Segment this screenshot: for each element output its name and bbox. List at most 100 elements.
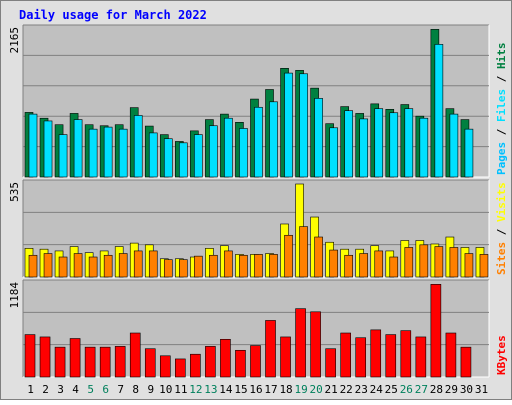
bar-hits-files-files-17: [269, 101, 278, 178]
x-axis-labels: 1 2 3 4 5 6 7 8 9 10 11 12 13 14 15 16 17 18 19 20 21 22 23 24 2…: [27, 383, 488, 396]
x-tick-label-17: 17: [264, 383, 277, 396]
legend-separator: /: [495, 222, 508, 242]
bar-visits-sites-sites-24: [374, 250, 384, 278]
bar-hits-files-files-16: [254, 106, 263, 178]
bar-hits-files-files-29: [449, 113, 459, 178]
bar-hits-files-files-23: [359, 118, 369, 178]
bar-kbytes-kbytes-11: [175, 358, 186, 378]
x-tick-label-26: 26: [400, 383, 413, 396]
bar-visits-sites-sites-5: [88, 256, 98, 278]
x-tick-label-24: 24: [370, 383, 384, 396]
x-tick-label-11: 11: [174, 383, 187, 396]
y-max-label-hits-files: 2165: [8, 27, 21, 54]
bar-visits-sites-sites-15: [239, 254, 248, 278]
bar-visits-sites-sites-3: [58, 256, 68, 278]
bar-hits-files-files-30: [464, 128, 474, 178]
y-max-label-kbytes: 1184: [8, 282, 21, 309]
x-tick-label-5: 5: [87, 383, 94, 396]
bar-visits-sites-sites-7: [118, 253, 128, 278]
bar-hits-files-files-5: [88, 128, 98, 178]
bar-kbytes-kbytes-16: [250, 345, 261, 378]
x-tick-label-15: 15: [234, 383, 247, 396]
bar-hits-files-files-20: [314, 98, 323, 178]
bar-kbytes-kbytes-23: [355, 337, 367, 378]
x-tick-label-7: 7: [117, 383, 124, 396]
bar-visits-sites-sites-11: [179, 259, 188, 278]
x-tick-label-14: 14: [219, 383, 233, 396]
bar-visits-sites-sites-10: [163, 259, 173, 278]
x-tick-label-16: 16: [249, 383, 262, 396]
bar-hits-files-files-18: [284, 72, 293, 178]
legend-hits-files: Pages / Files / Hits: [495, 43, 508, 176]
bar-kbytes-kbytes-17: [265, 320, 276, 378]
bar-kbytes-kbytes-29: [445, 332, 457, 378]
bar-kbytes-kbytes-24: [370, 329, 382, 378]
chart-title: Daily usage for March 2022: [19, 8, 207, 22]
bar-kbytes-kbytes-2: [39, 336, 51, 378]
bar-visits-sites-sites-29: [449, 247, 459, 278]
bar-visits-sites-sites-18: [284, 234, 293, 278]
bar-kbytes-kbytes-18: [280, 336, 291, 378]
bar-visits-sites-sites-2: [43, 253, 53, 278]
bar-visits-sites-sites-31: [479, 254, 489, 278]
bar-visits-sites-sites-22: [344, 254, 353, 278]
x-tick-label-27: 27: [415, 383, 428, 396]
x-tick-label-31: 31: [475, 383, 488, 396]
legend-separator: /: [495, 69, 508, 89]
bar-visits-sites-sites-19: [299, 226, 308, 278]
bar-kbytes-kbytes-30: [460, 346, 472, 378]
legend-item-visits: Visits: [495, 182, 508, 222]
bar-hits-files-files-6: [103, 126, 113, 178]
bar-visits-sites-sites-17: [269, 254, 278, 278]
bar-kbytes-kbytes-25: [385, 334, 397, 378]
bar-kbytes-kbytes-28: [430, 284, 442, 378]
bar-hits-files-files-1: [28, 113, 38, 178]
bar-visits-sites-sites-1: [28, 254, 38, 278]
bar-hits-files-files-14: [224, 117, 233, 178]
bar-kbytes-kbytes-5: [84, 346, 96, 378]
x-tick-label-21: 21: [325, 383, 338, 396]
bar-hits-files-files-28: [434, 44, 444, 178]
bar-hits-files-files-7: [118, 128, 128, 178]
bar-visits-sites-sites-6: [103, 254, 113, 278]
legend-separator: /: [495, 122, 508, 142]
bar-visits-sites-sites-8: [133, 250, 143, 278]
bar-kbytes-kbytes-6: [99, 346, 111, 378]
bar-kbytes-kbytes-12: [190, 353, 201, 378]
x-tick-label-2: 2: [42, 383, 49, 396]
legend-item-sites: Sites: [495, 242, 508, 275]
bar-hits-files-files-4: [73, 119, 83, 178]
bar-kbytes-kbytes-27: [415, 336, 427, 378]
x-tick-label-28: 28: [430, 383, 443, 396]
bar-visits-sites-sites-9: [148, 250, 158, 278]
bar-kbytes-kbytes-9: [144, 348, 156, 378]
bar-kbytes-kbytes-26: [400, 330, 412, 378]
x-tick-label-20: 20: [310, 383, 323, 396]
bar-hits-files-files-12: [194, 134, 203, 178]
x-tick-label-9: 9: [147, 383, 154, 396]
bar-kbytes-kbytes-4: [69, 338, 81, 378]
bar-kbytes-kbytes-13: [205, 346, 216, 378]
bar-hits-files-files-25: [389, 112, 399, 178]
x-tick-label-19: 19: [294, 383, 307, 396]
bar-visits-sites-sites-12: [194, 255, 203, 278]
bar-hits-files-files-3: [58, 134, 68, 178]
chart-panels: 2165 Pages / Files / Hits 535 Sites / Visit…: [8, 24, 508, 378]
bar-visits-sites-sites-14: [224, 250, 233, 278]
bar-hits-files-files-11: [179, 142, 188, 178]
bar-hits-files-files-24: [374, 108, 384, 178]
bar-kbytes-kbytes-10: [159, 355, 171, 378]
bar-kbytes-kbytes-14: [220, 338, 231, 378]
legend-kbytes: KBytes: [495, 335, 508, 375]
x-tick-label-25: 25: [385, 383, 398, 396]
bar-hits-files-files-10: [163, 138, 173, 178]
legend-item-pages: Pages: [495, 142, 508, 175]
bar-visits-sites-sites-25: [389, 256, 399, 278]
x-tick-label-3: 3: [57, 383, 64, 396]
legend-item-kbytes: KBytes: [495, 335, 508, 375]
bar-kbytes-kbytes-1: [24, 334, 36, 378]
legend-visits-sites: Sites / Visits: [495, 182, 508, 275]
bar-hits-files-files-26: [404, 108, 414, 178]
bar-hits-files-files-13: [209, 125, 218, 178]
